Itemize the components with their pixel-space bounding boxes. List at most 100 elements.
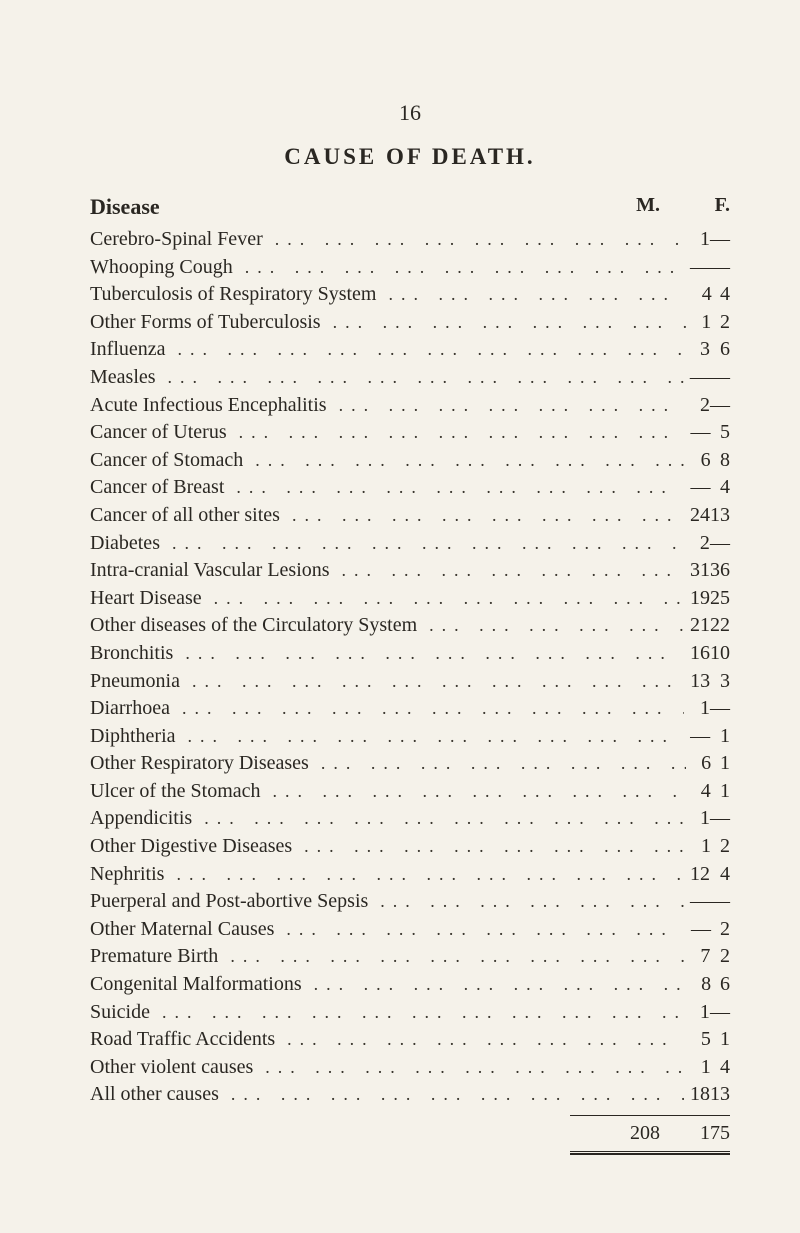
page: 16 CAUSE OF DEATH. Disease M. F. Cerebro… — [0, 0, 800, 1233]
row-label-wrap: Influenza... ... ... ... ... ... ... ...… — [90, 336, 690, 364]
row-value-f: 36 — [710, 557, 730, 585]
row-label-wrap: Cancer of all other sites... ... ... ...… — [90, 502, 690, 530]
row-value-f: 3 — [710, 668, 730, 696]
dot-leader: ... ... ... ... ... ... ... ... ... ... … — [253, 1055, 685, 1080]
row-value-f: — — [710, 805, 730, 833]
dot-leader: ... ... ... ... ... ... ... ... ... ... … — [166, 337, 684, 362]
dot-leader: ... ... ... ... ... ... ... ... ... ... … — [376, 282, 687, 307]
dot-leader: ... ... ... ... ... ... ... ... ... ... … — [321, 310, 687, 335]
row-value-f: 2 — [711, 916, 730, 944]
col-header-f: F. — [660, 194, 730, 220]
table-header-row: Disease M. F. — [90, 194, 730, 220]
row-value-m: 5 — [692, 1026, 711, 1054]
row-value-m: 1 — [691, 1054, 710, 1082]
row-label: Nephritis — [90, 861, 164, 889]
row-value-m: — — [691, 419, 711, 447]
row-value-f: — — [710, 392, 730, 420]
table-row: Diabetes... ... ... ... ... ... ... ... … — [90, 530, 730, 558]
col-header-disease: Disease — [90, 194, 590, 220]
table-row: Congenital Malformations... ... ... ... … — [90, 971, 730, 999]
row-value-f: 4 — [711, 1054, 730, 1082]
table-row: Pneumonia... ... ... ... ... ... ... ...… — [90, 668, 730, 696]
table-row: Diarrhoea... ... ... ... ... ... ... ...… — [90, 695, 730, 723]
table-row: Ulcer of the Stomach... ... ... ... ... … — [90, 778, 730, 806]
dot-leader: ... ... ... ... ... ... ... ... ... ... … — [280, 503, 684, 528]
table-row: Other Digestive Diseases... ... ... ... … — [90, 833, 730, 861]
row-label-wrap: Suicide... ... ... ... ... ... ... ... .… — [90, 999, 690, 1027]
row-value-m: 16 — [690, 640, 710, 668]
row-label-wrap: Puerperal and Post-abortive Sepsis... ..… — [90, 888, 690, 916]
table-row: Other Maternal Causes... ... ... ... ...… — [90, 916, 730, 944]
row-value-f: — — [710, 226, 730, 254]
row-label: Intra-cranial Vascular Lesions — [90, 557, 330, 585]
row-label: Cancer of Breast — [90, 474, 224, 502]
dot-leader: ... ... ... ... ... ... ... ... ... ... … — [219, 1082, 684, 1107]
row-value-f: 13 — [710, 1081, 730, 1109]
row-value-f: — — [710, 999, 730, 1027]
row-label-wrap: Appendicitis... ... ... ... ... ... ... … — [90, 805, 690, 833]
dot-leader: ... ... ... ... ... ... ... ... ... ... … — [327, 393, 686, 418]
row-label-wrap: Diarrhoea... ... ... ... ... ... ... ...… — [90, 695, 690, 723]
row-label: Other diseases of the Circulatory System — [90, 612, 417, 640]
dot-leader: ... ... ... ... ... ... ... ... ... ... … — [224, 475, 684, 500]
row-label-wrap: Ulcer of the Stomach... ... ... ... ... … — [90, 778, 692, 806]
row-value-m: — — [690, 254, 710, 282]
total-m: 208 — [590, 1122, 660, 1145]
totals-double-rule — [90, 1151, 730, 1155]
dot-leader: ... ... ... ... ... ... ... ... ... ... … — [227, 420, 685, 445]
dot-leader: ... ... ... ... ... ... ... ... ... ... … — [330, 558, 684, 583]
row-value-f: 25 — [710, 585, 730, 613]
row-value-m: 2 — [690, 530, 710, 558]
row-label-wrap: Pneumonia... ... ... ... ... ... ... ...… — [90, 668, 690, 696]
row-value-m: 8 — [692, 971, 711, 999]
row-value-m: 13 — [690, 668, 710, 696]
row-value-f: 2 — [711, 833, 730, 861]
row-label-wrap: Cancer of Breast... ... ... ... ... ... … — [90, 474, 691, 502]
dot-leader: ... ... ... ... ... ... ... ... ... ... … — [302, 972, 687, 997]
dot-leader: ... ... ... ... ... ... ... ... ... ... … — [309, 751, 687, 776]
row-label-wrap: Measles... ... ... ... ... ... ... ... .… — [90, 364, 690, 392]
row-value-m: 2 — [691, 392, 710, 420]
row-value-f: — — [710, 254, 730, 282]
row-label: Other violent causes — [90, 1054, 253, 1082]
row-label-wrap: Other Digestive Diseases... ... ... ... … — [90, 833, 692, 861]
row-value-m: — — [691, 474, 711, 502]
row-label-wrap: Other Respiratory Diseases... ... ... ..… — [90, 750, 692, 778]
dot-leader: ... ... ... ... ... ... ... ... ... ... … — [233, 255, 684, 280]
table-heading: CAUSE OF DEATH. — [90, 144, 730, 170]
row-label: Influenza — [90, 336, 166, 364]
row-label: Diabetes — [90, 530, 160, 558]
row-value-m: 21 — [690, 612, 710, 640]
row-value-m: 4 — [693, 281, 711, 309]
row-value-f: — — [710, 695, 730, 723]
dot-leader: ... ... ... ... ... ... ... ... ... ... … — [417, 613, 684, 638]
row-value-m: 24 — [690, 502, 710, 530]
row-value-f: 22 — [710, 612, 730, 640]
col-header-m: M. — [590, 194, 660, 220]
row-value-f: 6 — [711, 971, 730, 999]
row-label: Puerperal and Post-abortive Sepsis — [90, 888, 368, 916]
row-label: Cerebro-Spinal Fever — [90, 226, 263, 254]
row-label: Cancer of all other sites — [90, 502, 280, 530]
row-label: Other Maternal Causes — [90, 916, 274, 944]
row-value-m: 6 — [691, 447, 710, 475]
row-label: Suicide — [90, 999, 150, 1027]
table-row: Puerperal and Post-abortive Sepsis... ..… — [90, 888, 730, 916]
row-label: Measles — [90, 364, 156, 392]
row-value-m: 12 — [690, 861, 710, 889]
table-row: Other diseases of the Circulatory System… — [90, 612, 730, 640]
row-value-m: 1 — [690, 805, 710, 833]
dot-leader: ... ... ... ... ... ... ... ... ... ... … — [274, 917, 685, 942]
row-label-wrap: Cancer of Stomach... ... ... ... ... ...… — [90, 447, 691, 475]
row-value-m: 7 — [691, 943, 711, 971]
row-value-f: — — [710, 888, 730, 916]
row-value-f: 6 — [710, 336, 730, 364]
row-label-wrap: Whooping Cough... ... ... ... ... ... ..… — [90, 254, 690, 282]
row-value-m: 3 — [690, 336, 710, 364]
row-label: Cancer of Uterus — [90, 419, 227, 447]
row-label-wrap: Acute Infectious Encephalitis... ... ...… — [90, 392, 691, 420]
page-number: 16 — [90, 100, 730, 126]
dot-leader: ... ... ... ... ... ... ... ... ... ... … — [156, 365, 684, 390]
row-value-m: 19 — [690, 585, 710, 613]
row-label: Heart Disease — [90, 585, 202, 613]
